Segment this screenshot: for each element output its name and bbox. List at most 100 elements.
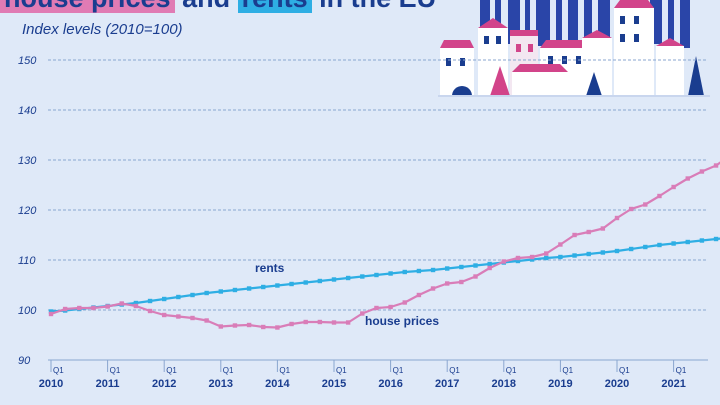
rents-data-point (473, 263, 478, 268)
rents-data-point (162, 296, 167, 302)
y-tick-label: 140 (18, 105, 37, 117)
house-prices-data-point (62, 306, 68, 312)
house-prices-data-point (190, 315, 195, 321)
house-prices-series-label: house prices (365, 314, 439, 328)
house-prices-data-point (374, 305, 379, 311)
city-skyline-illustration (438, 0, 710, 97)
house-prices-data-point (515, 255, 521, 261)
rents-data-point (685, 239, 690, 245)
rents-data-point (275, 283, 280, 288)
x-tick-label: 2013 (209, 378, 233, 390)
house-prices-series-line (50, 161, 720, 329)
house-prices-data-point (643, 202, 648, 207)
house-prices-data-point (331, 320, 337, 325)
x-tick-label: 2016 (378, 378, 402, 390)
x-tick-label: 2017 (435, 378, 459, 390)
y-tick-label: 120 (18, 205, 37, 217)
x-tick-label: 2010 (39, 378, 63, 390)
rents-data-point (190, 292, 195, 298)
rents-data-point (204, 290, 209, 296)
house-prices-data-point (388, 304, 393, 310)
rents-data-point (232, 287, 238, 293)
house-prices-data-point (303, 319, 308, 325)
house-prices-data-point (558, 242, 563, 247)
quarter-label: Q1 (619, 366, 630, 375)
x-tick-label: 2018 (492, 378, 516, 390)
x-tick-label: 2015 (322, 378, 346, 390)
house-prices-data-point (487, 265, 492, 271)
x-tick-label: 2012 (152, 378, 176, 390)
rents-data-point (713, 236, 719, 242)
x-axis-tick-labels: Q1 2010 Q1 2011 Q1 2012 Q1 2013 Q1 2014 Q1 2015 Q1 20… (39, 360, 687, 390)
house-prices-data-point (119, 301, 124, 306)
rents-data-point (303, 280, 308, 285)
house-prices-data-point (317, 319, 323, 325)
quarter-label: Q1 (506, 366, 517, 375)
y-tick-label: 100 (18, 305, 37, 317)
house-prices-data-point (218, 324, 223, 329)
house-prices-data-point (289, 321, 294, 327)
chart-title: house prices and rents in the EU (0, 0, 436, 13)
rents-data-point (628, 246, 634, 252)
title-and: and (182, 0, 230, 13)
rents-data-point (445, 266, 450, 271)
rents-data-point (699, 238, 705, 243)
house-prices-data-point (501, 259, 506, 264)
house-prices-data-point (529, 254, 535, 260)
y-tick-label: 130 (18, 155, 37, 167)
quarter-label: Q1 (676, 366, 687, 375)
house-prices-data-point (275, 325, 280, 330)
house-prices-data-point (48, 311, 54, 317)
quarter-label: Q1 (336, 366, 347, 375)
house-prices-data-point (246, 322, 252, 328)
x-tick-label: 2020 (605, 378, 629, 390)
title-house-prices: house prices (0, 0, 175, 13)
house-prices-data-point (105, 304, 110, 309)
rents-data-point (671, 241, 676, 246)
rents-data-point (614, 248, 620, 254)
rents-data-point (331, 277, 337, 282)
rents-data-point (657, 242, 662, 248)
rents-data-point (133, 300, 139, 306)
house-prices-data-point (416, 292, 422, 298)
house-prices-data-point (671, 184, 676, 190)
house-prices-data-point (360, 311, 365, 316)
rents-data-point (572, 253, 577, 258)
house-prices-data-point (685, 176, 690, 181)
x-tick-label: 2021 (661, 378, 685, 390)
x-tick-label: 2014 (265, 378, 290, 390)
y-tick-label: 110 (18, 255, 36, 267)
rents-data-point (515, 258, 521, 264)
rents-data-point (218, 289, 223, 294)
rents-data-point (176, 294, 181, 300)
x-tick-label: 2011 (96, 378, 120, 390)
rents-data-point (544, 255, 549, 261)
rents-data-point (317, 278, 323, 284)
rents-data-point (558, 254, 563, 260)
rents-data-point (360, 274, 365, 279)
rents-data-point (48, 309, 54, 314)
house-prices-data-point (91, 305, 96, 311)
y-axis-tick-labels: 90 100 110 120 130 140 150 (18, 55, 37, 367)
quarter-label: Q1 (279, 366, 290, 375)
rents-series-label: rents (255, 261, 285, 275)
quarter-label: Q1 (110, 366, 121, 375)
rents-data-point (388, 271, 393, 276)
rents-data-point (147, 298, 153, 304)
quarter-label: Q1 (562, 366, 573, 375)
x-tick-label: 2019 (548, 378, 572, 390)
chart-subtitle: Index levels (2010=100) (22, 21, 183, 38)
rents-data-point (430, 267, 436, 273)
y-tick-label: 90 (18, 355, 31, 367)
quarter-label: Q1 (393, 366, 404, 375)
rents-data-point (586, 251, 591, 257)
house-prices-data-point (572, 232, 577, 238)
y-tick-label: 150 (18, 55, 37, 67)
rents-data-point (246, 286, 252, 291)
quarter-label: Q1 (449, 366, 460, 375)
house-prices-data-point (147, 308, 153, 314)
rents-data-point (289, 281, 294, 287)
house-prices-data-point (699, 169, 705, 174)
house-prices-data-point (261, 324, 266, 330)
